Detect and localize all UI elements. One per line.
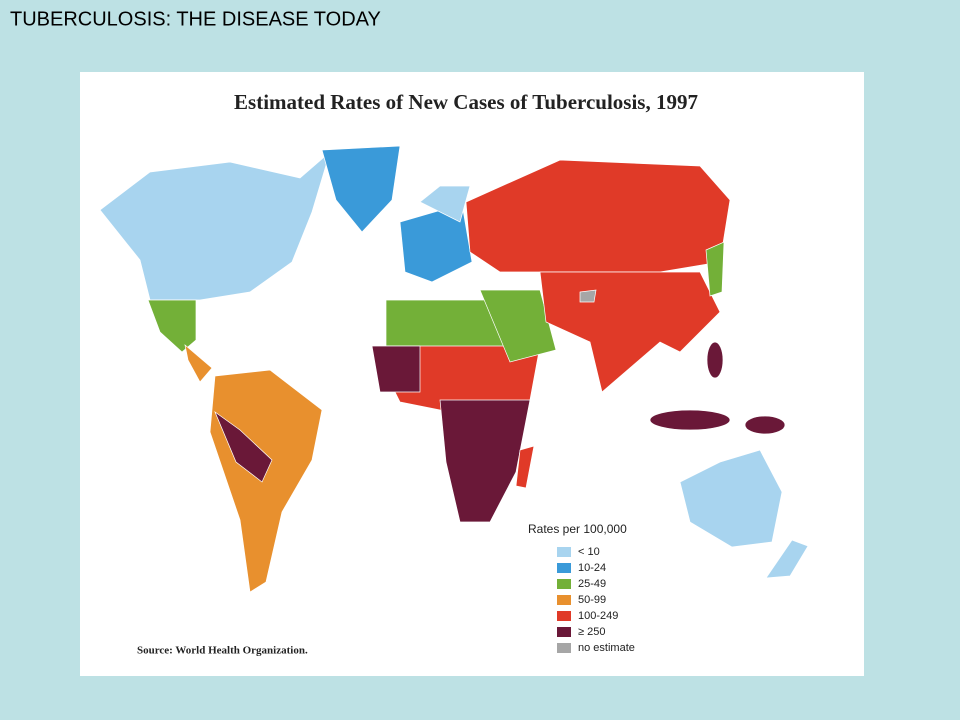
- middle-east: [479, 289, 557, 363]
- greenland: [321, 145, 401, 233]
- peru-bolivia: [214, 410, 273, 483]
- scandinavia: [419, 185, 471, 223]
- new-zealand: [765, 539, 809, 579]
- source: Source: World Health Organization.: [137, 645, 308, 657]
- legend-label: ≥ 250: [578, 626, 605, 638]
- legend: Rates per 100,000 < 10 10-24 25-49 50-99 100…: [528, 522, 635, 654]
- philippines: [706, 341, 724, 379]
- australia: [679, 449, 783, 548]
- legend-swatch: [557, 595, 571, 605]
- legend-label: 10-24: [578, 562, 606, 574]
- russia: [465, 159, 731, 273]
- legend-title: Rates per 100,000: [528, 522, 627, 536]
- legend-swatch: [557, 547, 571, 557]
- legend-label: 100-249: [578, 610, 618, 622]
- mexico: [147, 299, 197, 353]
- legend-swatch: [557, 643, 571, 653]
- legend-swatch: [557, 579, 571, 589]
- no-estimate-area: [579, 289, 597, 303]
- legend-swatch: [557, 563, 571, 573]
- map-title: Estimated Rates of New Cases of Tubercul…: [234, 90, 698, 114]
- legend-label: 50-99: [578, 594, 606, 606]
- legend-swatch: [557, 611, 571, 621]
- legend-label: < 10: [578, 546, 600, 558]
- south-america: [209, 369, 323, 593]
- legend-label: 25-49: [578, 578, 606, 590]
- madagascar: [515, 445, 535, 489]
- legend-swatch: [557, 627, 571, 637]
- legend-label: no estimate: [578, 642, 635, 654]
- slide-title: TUBERCULOSIS: THE DISEASE TODAY: [10, 8, 381, 30]
- southern-africa: [439, 399, 531, 523]
- new-guinea: [744, 415, 786, 435]
- central-america: [184, 344, 213, 383]
- indonesia: [649, 409, 731, 431]
- north-america: [99, 150, 331, 301]
- world-map: [99, 145, 809, 593]
- west-africa: [371, 345, 421, 393]
- japan: [705, 241, 725, 297]
